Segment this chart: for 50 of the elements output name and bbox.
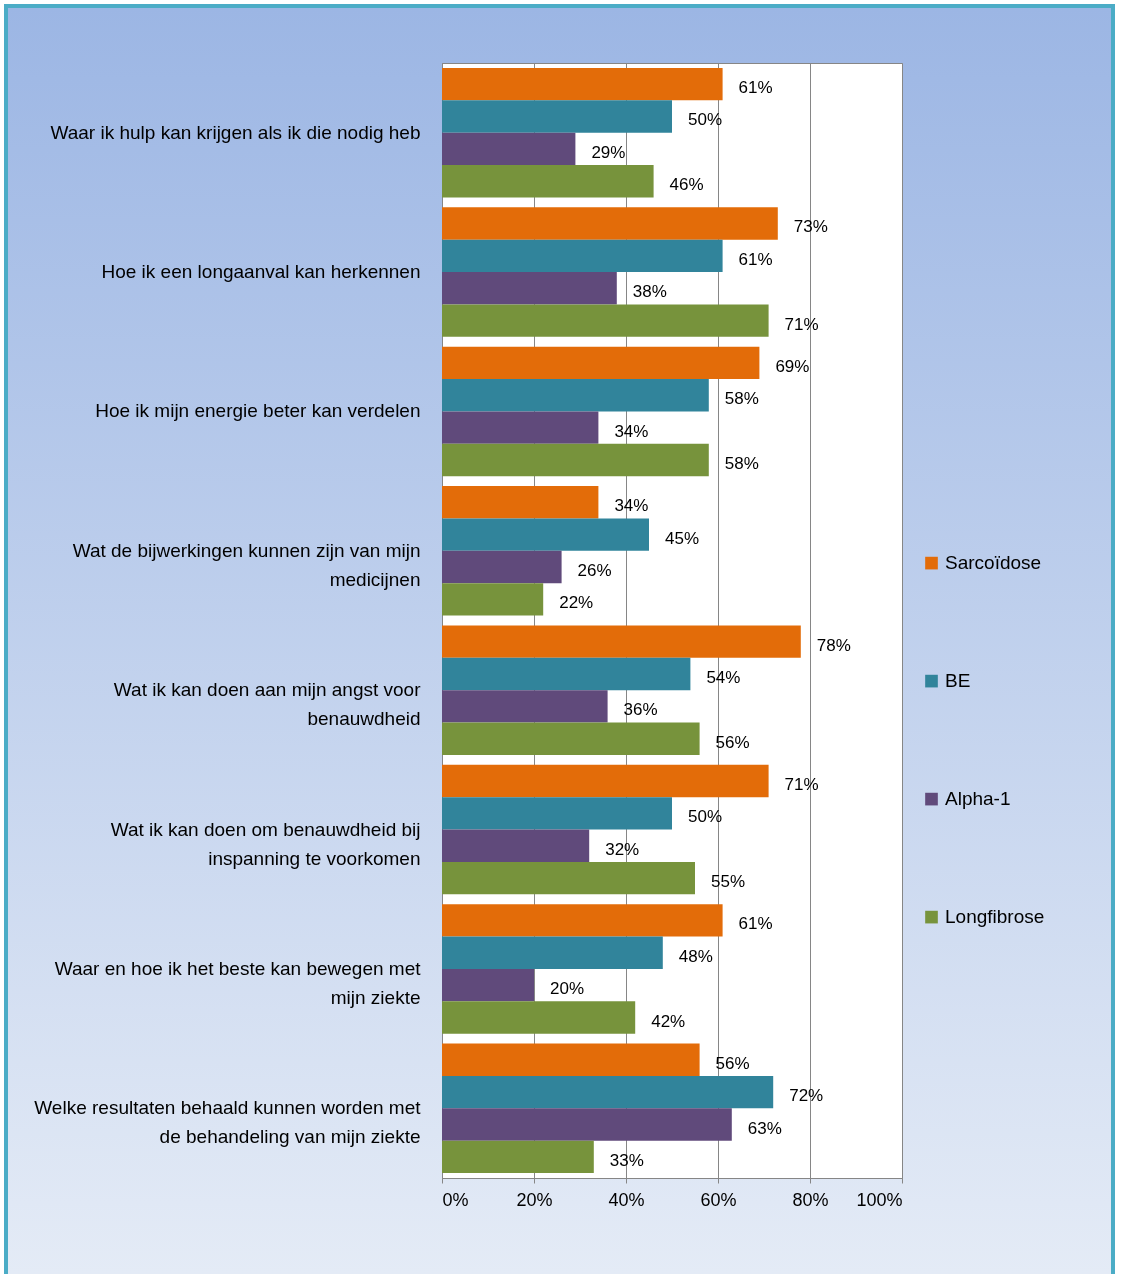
data-label: 56%: [715, 1053, 750, 1073]
y-tick-label: Hoe ik mijn energie beter kan verdelen: [95, 400, 421, 422]
data-label: 48%: [678, 946, 713, 966]
data-label: 71%: [784, 314, 819, 334]
data-label: 50%: [688, 110, 723, 130]
data-label: 63%: [747, 1118, 782, 1138]
data-label: 32%: [605, 839, 640, 859]
data-label: 55%: [711, 872, 746, 892]
data-label: 50%: [688, 807, 723, 827]
data-label: 78%: [816, 635, 851, 655]
y-tick-label: Waar ik hulp kan krijgen als ik die nodig heb: [50, 121, 421, 143]
x-tick-label: 100%: [856, 1189, 903, 1210]
legend-label: Sarcoïdose: [945, 552, 1042, 574]
data-label: 29%: [591, 142, 626, 162]
data-label: 38%: [632, 282, 667, 302]
y-tick-label: Welke resultaten behaald kunnen worden met de behandeling van mijn ziekte: [34, 1097, 422, 1148]
y-tick-label: Hoe ik een longaanval kan herkennen: [101, 261, 421, 283]
data-label: 45%: [665, 528, 700, 548]
x-tick-label: 20%: [516, 1189, 553, 1210]
data-label: 54%: [706, 667, 741, 687]
legend-label: Longfibrose: [945, 906, 1045, 928]
legend-label: Alpha-1: [945, 788, 1011, 810]
data-label: 33%: [609, 1150, 644, 1170]
x-tick-label: 40%: [608, 1189, 645, 1210]
x-tick-label: 80%: [792, 1189, 829, 1210]
data-label: 34%: [614, 421, 649, 441]
x-tick-label: 0%: [442, 1189, 469, 1210]
y-tick-label: Wat de bijwerkingen kunnen zijn van mijn medicijnen: [72, 539, 421, 590]
data-label: 26%: [577, 561, 612, 581]
data-label: 20%: [550, 979, 585, 999]
y-tick-label: Waar en hoe ik het beste kan bewegen met mijn ziekte: [54, 957, 422, 1008]
data-label: 73%: [793, 217, 828, 237]
y-tick-label: Wat ik kan doen aan mijn angst voor benauwdheid: [113, 679, 422, 730]
data-label: 42%: [651, 1011, 686, 1031]
data-label: 69%: [775, 356, 810, 376]
data-label: 36%: [623, 700, 658, 720]
data-label: 22%: [559, 593, 594, 613]
data-label: 71%: [784, 774, 819, 794]
data-label: 56%: [715, 732, 750, 752]
data-label: 61%: [738, 249, 773, 269]
data-label: 58%: [724, 389, 759, 409]
data-label: 61%: [738, 914, 773, 934]
x-tick-label: 60%: [700, 1189, 737, 1210]
legend-label: BE: [945, 670, 971, 692]
data-label: 72%: [789, 1086, 824, 1106]
data-label: 61%: [738, 78, 773, 98]
y-tick-label: Wat ik kan doen om benauwdheid bij inspanning te voorkomen: [110, 818, 421, 869]
data-label: 34%: [614, 496, 649, 516]
data-label: 58%: [724, 454, 759, 474]
data-label: 46%: [669, 175, 704, 195]
